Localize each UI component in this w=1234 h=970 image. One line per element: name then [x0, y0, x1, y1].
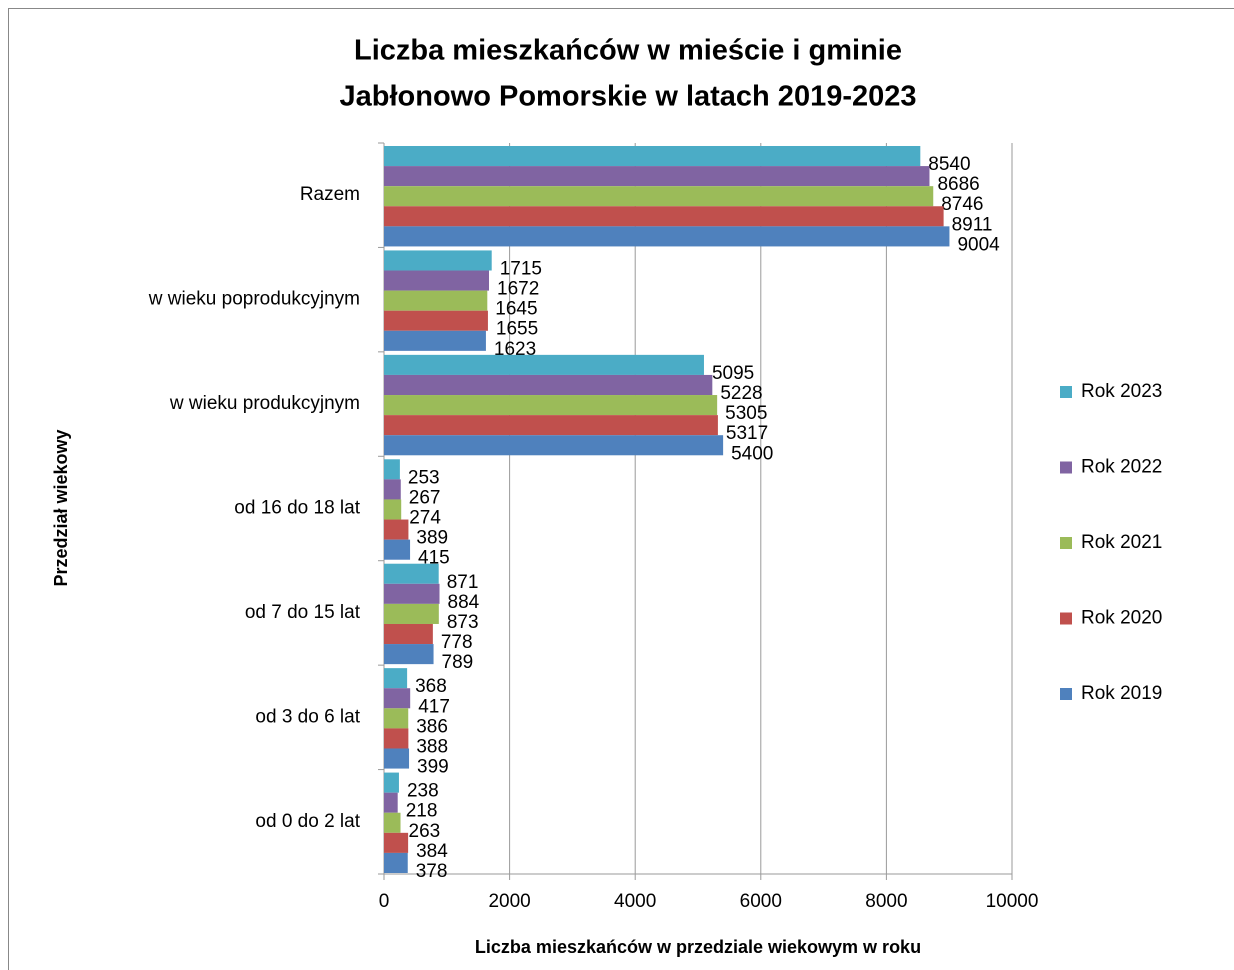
- y-axis-title: Przedział wiekowy: [51, 429, 71, 586]
- y-tick-label: w wieku produkcyjnym: [169, 393, 360, 414]
- data-label: 274: [409, 508, 441, 529]
- data-label: 873: [447, 612, 479, 633]
- bar: [384, 250, 492, 271]
- bar: [384, 459, 400, 480]
- y-tick-label: od 3 do 6 lat: [255, 706, 360, 727]
- data-label: 8746: [941, 194, 983, 215]
- data-label: 778: [441, 632, 473, 653]
- bar: [384, 563, 439, 584]
- bar: [384, 623, 433, 645]
- bar: [384, 206, 944, 227]
- bar: [384, 812, 401, 833]
- bar: [384, 166, 930, 187]
- data-label: 1655: [496, 319, 538, 340]
- legend-swatch: [1060, 461, 1072, 474]
- data-label: 5228: [720, 383, 762, 404]
- data-label: 871: [447, 572, 479, 593]
- data-label: 5317: [726, 423, 768, 444]
- data-label: 789: [442, 652, 474, 673]
- x-tick-label: 8000: [865, 891, 907, 912]
- bar: [384, 290, 488, 311]
- legend-label: Rok 2020: [1081, 608, 1162, 629]
- bar: [384, 330, 486, 351]
- data-label: 415: [418, 548, 450, 569]
- x-tick-label: 10000: [986, 891, 1039, 912]
- data-label: 8686: [937, 174, 979, 195]
- data-label: 5095: [712, 363, 754, 384]
- bar: [384, 519, 409, 540]
- data-label: 386: [416, 716, 448, 737]
- data-label: 253: [408, 467, 440, 488]
- bar: [384, 499, 402, 520]
- x-tick-label: 2000: [488, 891, 530, 912]
- bar: [384, 539, 411, 560]
- bar: [384, 852, 408, 873]
- data-label: 9004: [957, 234, 1000, 255]
- legend-label: Rok 2022: [1081, 457, 1162, 478]
- y-tick-label: od 16 do 18 lat: [234, 498, 360, 519]
- bar: [384, 583, 440, 604]
- bar: [384, 644, 434, 665]
- legend-label: Rok 2023: [1081, 381, 1162, 402]
- bar: [384, 603, 439, 624]
- data-label: 1672: [497, 279, 539, 300]
- chart-title: Liczba mieszkańców w mieście i gminie: [354, 35, 902, 67]
- bar: [384, 832, 409, 853]
- bar: [384, 728, 409, 749]
- data-label: 378: [416, 861, 448, 882]
- data-label: 5400: [731, 443, 773, 464]
- data-label: 1645: [495, 299, 537, 320]
- bar: [384, 310, 488, 331]
- bar: [384, 748, 410, 769]
- data-label: 884: [448, 592, 480, 613]
- data-label: 218: [406, 801, 438, 822]
- x-tick-label: 4000: [614, 891, 656, 912]
- bar: [384, 708, 409, 729]
- data-label: 1715: [500, 258, 542, 279]
- legend-label: Rok 2019: [1081, 683, 1162, 704]
- x-tick-label: 0: [379, 891, 390, 912]
- data-label: 8540: [928, 154, 970, 175]
- data-label: 417: [418, 696, 450, 717]
- legend-swatch: [1060, 386, 1072, 398]
- data-label: 368: [415, 676, 447, 697]
- data-label: 238: [407, 781, 439, 802]
- data-label: 399: [417, 757, 449, 778]
- bar: [384, 792, 398, 813]
- data-label: 263: [409, 821, 441, 842]
- bar: [384, 479, 401, 500]
- data-label: 267: [409, 487, 441, 508]
- data-label: 5305: [725, 403, 767, 424]
- x-axis-title: Liczba mieszkańców w przedziale wiekowym…: [475, 937, 921, 957]
- bar: [384, 186, 934, 207]
- frame: [8, 8, 1234, 970]
- legend-swatch: [1060, 688, 1072, 700]
- bar: [384, 374, 713, 396]
- data-label: 384: [416, 841, 448, 862]
- bar: [384, 668, 408, 689]
- bar: [384, 226, 950, 247]
- bar: [384, 395, 718, 416]
- legend-label: Rok 2021: [1081, 532, 1162, 553]
- bar: [384, 146, 921, 167]
- bar: [384, 688, 411, 709]
- legend-swatch: [1060, 537, 1072, 549]
- data-label: 389: [416, 528, 448, 549]
- data-label: 388: [416, 736, 448, 757]
- y-tick-label: od 7 do 15 lat: [245, 602, 361, 623]
- legend-swatch: [1060, 612, 1072, 625]
- bar: [384, 354, 704, 375]
- x-tick-label: 6000: [740, 891, 782, 912]
- bar: [384, 270, 490, 291]
- data-label: 1623: [494, 339, 536, 360]
- bar: [384, 435, 724, 456]
- y-tick-label: Razem: [300, 184, 360, 205]
- data-label: 8911: [952, 214, 993, 235]
- chart-title: Jabłonowo Pomorskie w latach 2019-2023: [339, 81, 916, 113]
- y-tick-label: od 0 do 2 lat: [255, 811, 360, 832]
- y-tick-label: w wieku poprodukcyjnym: [148, 289, 360, 310]
- bar: [384, 415, 718, 436]
- bar: [384, 772, 399, 793]
